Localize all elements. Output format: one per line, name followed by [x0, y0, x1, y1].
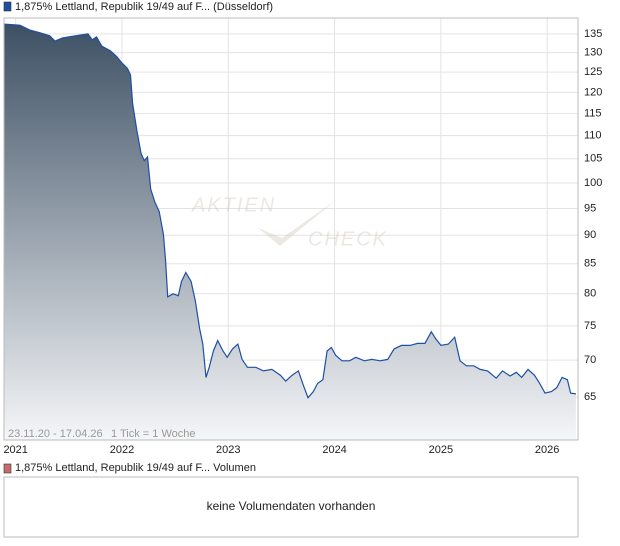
x-tick-label: 2021 — [3, 444, 27, 456]
plot — [3, 23, 576, 440]
x-tick-label: 2025 — [429, 444, 453, 456]
y-tick-label: 120 — [584, 86, 602, 98]
y-tick-label: 95 — [584, 202, 596, 214]
watermark: AKTIEN CHECK — [191, 194, 388, 250]
watermark-text: AKTIEN — [191, 194, 276, 216]
legend-label: 1,875% Lettland, Republik 19/49 auf F...… — [15, 462, 256, 474]
legend-label: 1,875% Lettland, Republik 19/49 auf F...… — [15, 1, 273, 13]
y-tick-label: 105 — [584, 153, 602, 165]
y-tick-label: 70 — [584, 354, 596, 366]
y-tick-label: 130 — [584, 47, 602, 59]
area — [4, 24, 576, 440]
y-tick-label: 65 — [584, 391, 596, 403]
y-tick-label: 80 — [584, 288, 596, 300]
y-tick-label: 100 — [584, 177, 602, 189]
y-tick-label: 85 — [584, 258, 596, 270]
x-tick-label: 2026 — [535, 444, 559, 456]
y-tick-label: 135 — [584, 28, 602, 40]
price-line — [3, 23, 576, 399]
x-tick-label: 2023 — [216, 444, 240, 456]
annotation: 1 Tick = 1 Woche — [111, 428, 195, 440]
legend-marker — [3, 1, 12, 12]
x-tick-label: 2024 — [322, 444, 346, 456]
watermark-text: CHECK — [308, 228, 388, 250]
annotation: 23.11.20 - 17.04.26 — [8, 428, 103, 440]
legend-marker — [3, 463, 12, 474]
volume-message: keine Volumendaten vorhanden — [207, 499, 376, 513]
y-tick-label: 115 — [584, 107, 602, 119]
plot-frame — [3, 17, 579, 441]
y-tick-label: 90 — [584, 229, 596, 241]
y-tick-label: 75 — [584, 320, 596, 332]
y-tick-label: 110 — [584, 130, 602, 142]
x-tick-label: 2022 — [110, 444, 134, 456]
volume-frame — [3, 476, 579, 538]
y-tick-label: 125 — [584, 66, 602, 78]
